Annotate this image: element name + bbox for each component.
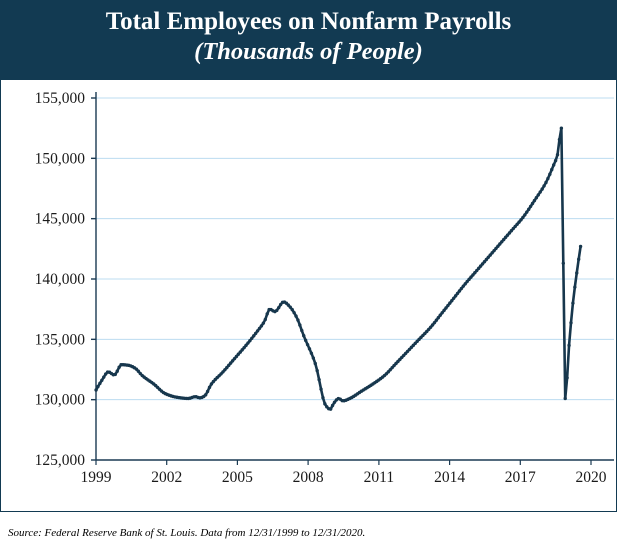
svg-text:145,000: 145,000 [35,211,86,228]
svg-text:2002: 2002 [151,469,182,486]
svg-text:150,000: 150,000 [35,150,86,167]
svg-text:135,000: 135,000 [35,331,86,348]
svg-text:155,000: 155,000 [35,90,86,107]
svg-text:2014: 2014 [434,469,465,486]
svg-text:2020: 2020 [576,469,607,486]
svg-text:2008: 2008 [293,469,324,486]
svg-text:2011: 2011 [364,469,394,486]
svg-text:130,000: 130,000 [35,392,86,409]
svg-text:2005: 2005 [222,469,253,486]
svg-text:2017: 2017 [505,469,536,486]
svg-text:1999: 1999 [81,469,112,486]
svg-text:125,000: 125,000 [35,452,86,469]
svg-text:140,000: 140,000 [35,271,86,288]
